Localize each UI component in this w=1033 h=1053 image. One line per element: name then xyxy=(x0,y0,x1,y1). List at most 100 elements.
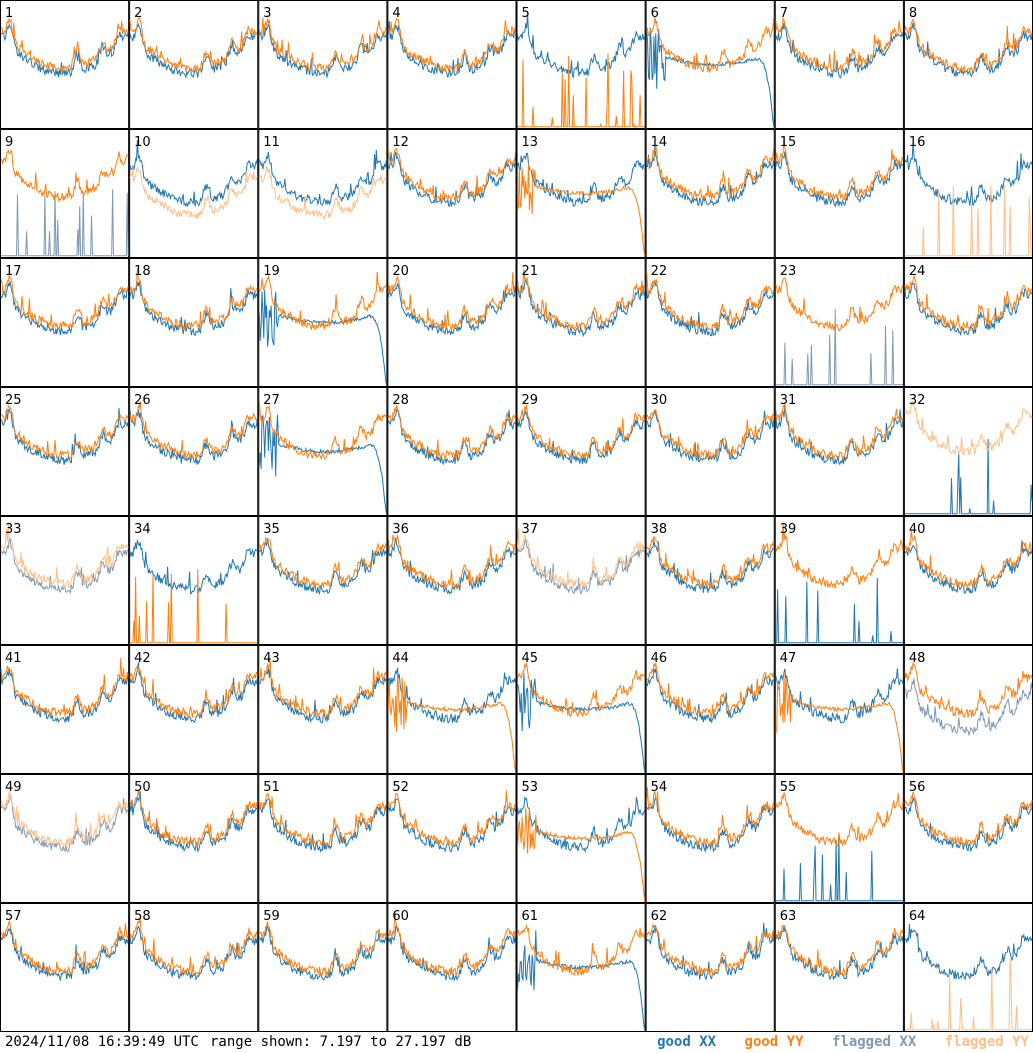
panel-number: 52 xyxy=(392,780,409,795)
series-yy-panel-19 xyxy=(258,271,387,331)
series-xx-panel-50 xyxy=(129,791,258,853)
panel-number: 62 xyxy=(651,909,668,924)
panel-number: 49 xyxy=(5,780,22,795)
panel-number: 3 xyxy=(263,6,271,21)
panel-number: 46 xyxy=(651,651,668,666)
series-xx-panel-23 xyxy=(775,308,903,386)
series-xx-panel-1 xyxy=(0,23,129,78)
series-yy-panel-14 xyxy=(646,145,775,200)
panel-number: 35 xyxy=(263,522,280,537)
series-xx-panel-61 xyxy=(517,930,646,1030)
panel-frame xyxy=(903,774,1033,903)
range-readout: range shown: 7.197 to 27.197 dB xyxy=(210,1034,472,1050)
panel-number: 1 xyxy=(5,6,13,21)
panel-number: 25 xyxy=(5,393,22,408)
panel-number: 44 xyxy=(392,651,409,666)
series-yy-panel-10 xyxy=(129,166,258,219)
panel-2: 2 xyxy=(129,0,259,129)
panel-54: 54 xyxy=(645,774,775,903)
panel-30: 30 xyxy=(645,387,775,516)
panel-frame xyxy=(387,774,517,903)
panel-frame xyxy=(129,258,259,387)
legend-flagged-yy: flagged YY xyxy=(944,1034,1029,1050)
panel-frame xyxy=(258,0,388,129)
panel-frame xyxy=(903,645,1033,774)
legend-good-xx: good XX xyxy=(657,1034,717,1050)
series-yy-panel-39 xyxy=(775,522,904,589)
panel-27: 27 xyxy=(258,387,388,516)
panel-number: 37 xyxy=(522,522,539,537)
series-yy-panel-6 xyxy=(646,16,775,74)
series-yy-panel-23 xyxy=(775,277,904,332)
panel-number: 60 xyxy=(392,909,409,924)
panel-number: 5 xyxy=(522,6,530,21)
series-yy-panel-64 xyxy=(904,958,1032,1031)
series-yy-panel-53 xyxy=(517,807,646,901)
series-xx-panel-27 xyxy=(258,414,387,514)
panel-61: 61 xyxy=(516,903,646,1032)
panel-5: 5 xyxy=(516,0,646,129)
panel-frame xyxy=(903,516,1033,645)
panel-frame xyxy=(645,387,775,516)
series-yy-panel-50 xyxy=(129,789,258,846)
series-yy-panel-20 xyxy=(387,272,516,331)
panel-number: 28 xyxy=(392,393,409,408)
panel-number: 12 xyxy=(392,135,409,150)
series-yy-panel-61 xyxy=(517,924,646,976)
panel-57: 57 xyxy=(0,903,130,1032)
series-xx-panel-47 xyxy=(775,668,904,724)
panel-number: 6 xyxy=(651,6,659,21)
panel-number: 34 xyxy=(134,522,151,537)
series-yy-panel-27 xyxy=(258,400,387,461)
series-yy-panel-8 xyxy=(904,18,1033,74)
series-xx-panel-2 xyxy=(129,22,258,79)
series-yy-panel-26 xyxy=(129,400,258,459)
panel-frame xyxy=(0,387,130,516)
series-xx-panel-20 xyxy=(387,282,516,336)
panel-frame xyxy=(0,903,130,1032)
series-xx-panel-13 xyxy=(517,152,645,207)
series-yy-panel-52 xyxy=(387,790,516,847)
panel-58: 58 xyxy=(129,903,259,1032)
series-xx-panel-64 xyxy=(904,923,1033,981)
series-yy-panel-40 xyxy=(904,530,1033,590)
series-yy-panel-33 xyxy=(0,523,129,590)
series-yy-panel-41 xyxy=(0,658,129,717)
panel-number: 45 xyxy=(522,651,539,666)
panel-number: 41 xyxy=(5,651,22,666)
panel-number: 39 xyxy=(780,522,797,537)
panel-frame xyxy=(516,516,646,645)
panel-32: 32 xyxy=(903,387,1033,516)
panel-frame xyxy=(0,129,130,258)
series-xx-panel-26 xyxy=(129,409,258,465)
series-yy-panel-15 xyxy=(775,137,904,201)
panel-28: 28 xyxy=(387,387,517,516)
panel-number: 48 xyxy=(909,651,926,666)
panel-frame xyxy=(645,903,775,1032)
panel-37: 37 xyxy=(516,516,646,645)
series-xx-panel-34 xyxy=(129,539,258,595)
series-yy-panel-17 xyxy=(0,275,129,331)
panel-60: 60 xyxy=(387,903,517,1032)
panel-number: 58 xyxy=(134,909,151,924)
series-yy-panel-13 xyxy=(517,163,646,256)
panel-frame xyxy=(774,258,904,387)
series-yy-panel-18 xyxy=(129,267,258,332)
series-xx-panel-15 xyxy=(775,151,904,208)
series-xx-panel-17 xyxy=(0,281,129,336)
panel-number: 24 xyxy=(909,264,926,279)
legend-flagged-xx: flagged XX xyxy=(831,1034,917,1050)
series-yy-panel-31 xyxy=(775,402,904,461)
panel-number: 47 xyxy=(780,651,797,666)
panel-frame xyxy=(129,645,259,774)
panel-21: 21 xyxy=(516,258,646,387)
series-xx-panel-21 xyxy=(517,278,646,338)
panel-frame xyxy=(903,129,1033,258)
panel-frame xyxy=(774,516,904,645)
panel-42: 42 xyxy=(129,645,259,774)
series-yy-panel-49 xyxy=(0,790,129,849)
series-xx-panel-62 xyxy=(646,922,775,981)
panel-19: 19 xyxy=(258,258,388,387)
panel-number: 33 xyxy=(5,522,22,537)
series-xx-panel-40 xyxy=(904,540,1033,594)
